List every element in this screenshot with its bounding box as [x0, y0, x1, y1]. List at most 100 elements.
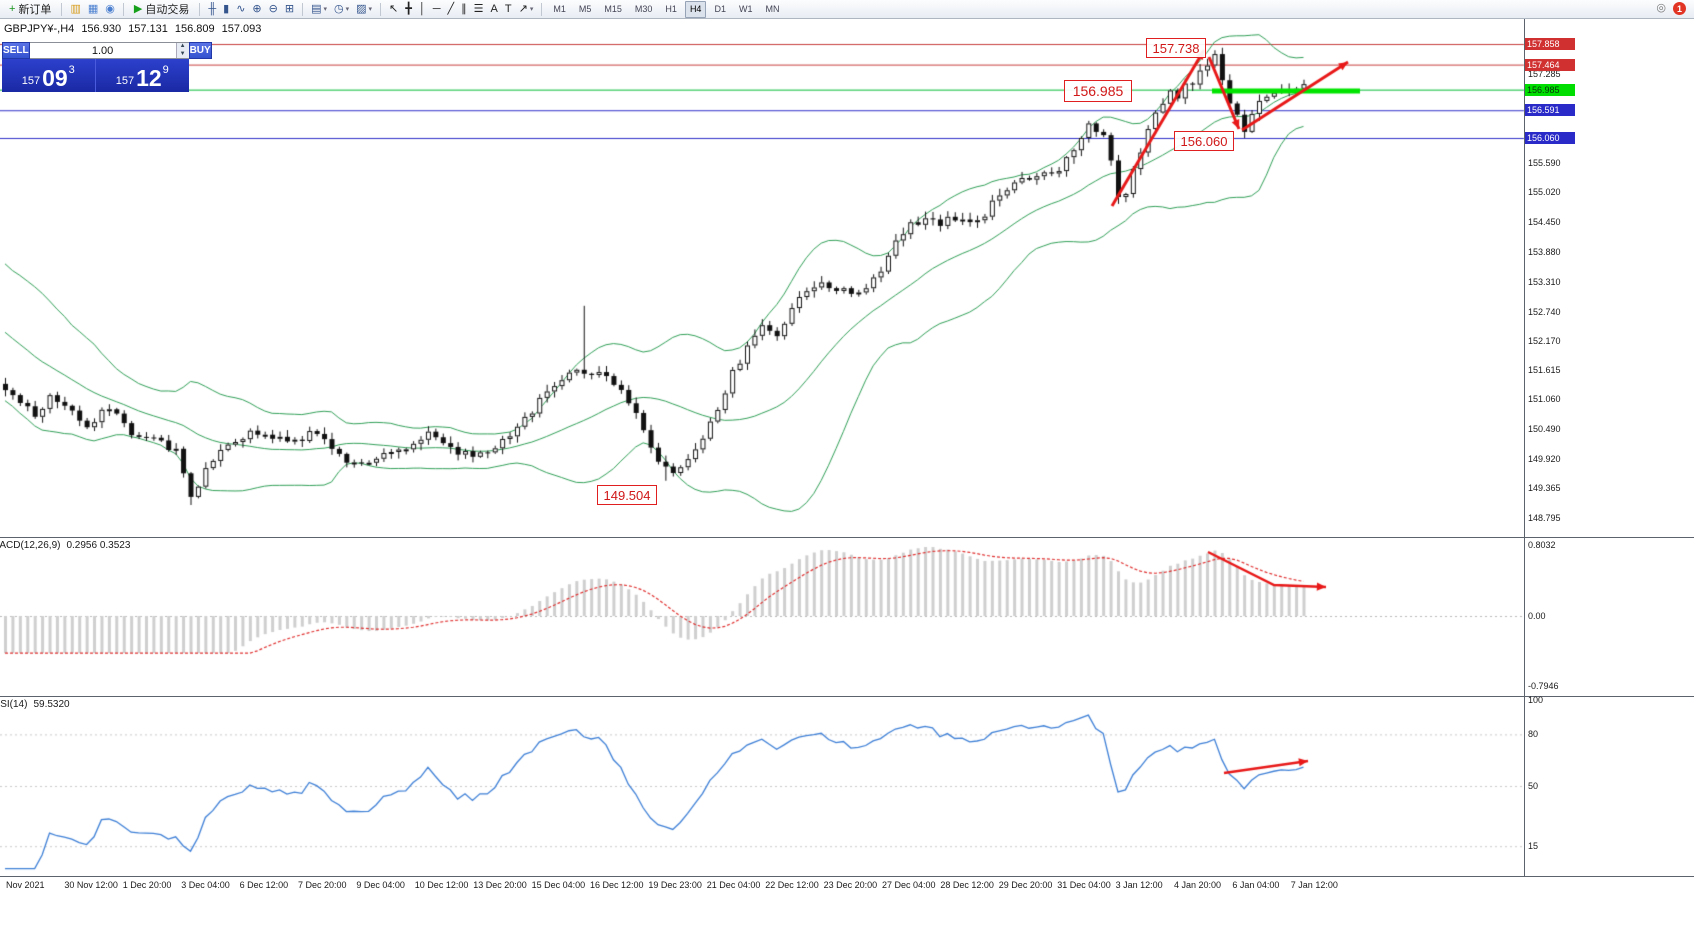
vertical-line-icon[interactable]: │	[416, 2, 429, 17]
template-icon[interactable]: ▨ ▾	[353, 2, 375, 17]
timeframe-m30-button[interactable]: M30	[634, 3, 653, 14]
new-order-button[interactable]: + 新订单	[4, 0, 56, 18]
buy-button[interactable]: BUY	[188, 42, 212, 59]
notification-badge[interactable]: 1	[1673, 2, 1686, 15]
price-tag: 156.985	[1525, 83, 1575, 96]
timeframe-m15-button[interactable]: M15	[604, 3, 622, 14]
zoom-out-icon[interactable]: ⊖	[266, 2, 281, 17]
trendline-icon-glyph: ╱	[447, 2, 455, 15]
main-macd-splitter[interactable]	[0, 537, 1694, 538]
trendline-icon[interactable]: ╱	[445, 2, 458, 17]
rsi-name: RSI(14)	[0, 699, 28, 710]
timeframe-d1-button[interactable]: D1	[714, 3, 726, 14]
market-icon[interactable]: ▥	[67, 2, 83, 17]
time-axis-label: 4 Jan 20:00	[1174, 880, 1222, 890]
arrows-tool-icon[interactable]: ↗ ▾	[516, 2, 537, 17]
time-axis-label: 27 Dec 04:00	[882, 880, 936, 890]
arrows-tool-icon-glyph: ↗	[518, 2, 528, 15]
toolbar-separator	[122, 2, 124, 16]
volume-up-icon[interactable]: ▲	[176, 43, 189, 51]
dropdown-arrow-icon[interactable]: ▾	[368, 6, 373, 13]
cursor-icon-glyph: ↖	[389, 2, 399, 15]
crosshair-icon[interactable]: ╋	[402, 2, 415, 17]
time-axis-label: 23 Dec 20:00	[823, 880, 878, 890]
timeframe-m1-button[interactable]: M1	[553, 3, 566, 14]
toolbar-separator	[302, 2, 304, 16]
dropdown-arrow-icon[interactable]: ▾	[529, 6, 534, 13]
macd-name: MACD(12,26,9)	[0, 540, 61, 551]
ohlc-low: 156.809	[174, 23, 215, 35]
community-icon-glyph: ◉	[105, 2, 115, 15]
fibonacci-icon[interactable]: ☰	[471, 2, 487, 17]
price-axis-tick: 154.450	[1528, 217, 1561, 228]
time-axis-label: 9 Dec 04:00	[356, 880, 405, 890]
period-icon[interactable]: ◷ ▾	[331, 2, 352, 17]
zoom-in-icon-glyph: ⊕	[252, 2, 262, 15]
search-icon[interactable]: ◎	[1656, 2, 1666, 14]
price-axis-tick: 149.365	[1528, 483, 1561, 493]
price-annotation[interactable]: 156.060	[1174, 131, 1234, 151]
community-icon[interactable]: ◉	[102, 2, 118, 17]
price-annotation[interactable]: 149.504	[597, 485, 657, 505]
text-icon[interactable]: A	[488, 2, 501, 17]
sell-button[interactable]: SELL	[2, 42, 30, 59]
time-axis-label: 22 Dec 12:00	[765, 880, 819, 890]
line-chart-icon[interactable]: ∿	[233, 2, 248, 17]
time-axis-label: 16 Dec 12:00	[590, 880, 644, 890]
sell-price[interactable]: 157 09 3	[2, 59, 96, 92]
rsi-axis-tick: 100	[1528, 695, 1544, 705]
buy-price-big: 12	[136, 65, 162, 91]
timeframe-mn-button[interactable]: MN	[765, 3, 780, 14]
text-label-icon[interactable]: T	[502, 2, 515, 17]
price-axis-line[interactable]	[1524, 19, 1525, 877]
price-annotation[interactable]: 156.985	[1064, 80, 1132, 102]
horizontal-line-icon[interactable]: ─	[430, 2, 444, 17]
toolbar-separator	[61, 2, 63, 16]
candlestick-chart-icon-glyph: ▮	[223, 2, 230, 15]
ohlc-close: 157.093	[221, 23, 262, 35]
toolbar-separator	[541, 2, 543, 16]
timeframe-m5-button[interactable]: M5	[578, 3, 592, 14]
dropdown-arrow-icon[interactable]: ▾	[323, 6, 327, 13]
buy-price-sup: 9	[162, 64, 169, 76]
new-order-glyph: +	[9, 2, 16, 15]
timeframe-h1-button[interactable]: H1	[665, 3, 677, 14]
new-order-button-label: 新订单	[18, 4, 52, 16]
time-axis-label: 13 Dec 20:00	[473, 880, 527, 890]
dropdown-arrow-icon[interactable]: ▾	[345, 6, 350, 13]
macd-label: MACD(12,26,9) 0.2956 0.3523	[0, 540, 130, 551]
channel-icon[interactable]: ∥	[458, 2, 470, 17]
channel-icon-glyph: ∥	[461, 2, 467, 15]
price-axis-tick: 152.740	[1528, 306, 1561, 317]
bar-chart-icon[interactable]: ╫	[205, 2, 219, 17]
zoom-in-icon[interactable]: ⊕	[249, 2, 264, 17]
time-axis-label: 3 Dec 04:00	[181, 880, 230, 890]
price-annotation[interactable]: 157.738	[1146, 38, 1206, 58]
autotrading-button[interactable]: ▶ 自动交易	[129, 0, 194, 18]
price-axis-tick: 151.060	[1528, 394, 1561, 405]
chart-window-icon[interactable]: ▦	[85, 2, 101, 17]
timeframe-h4-button[interactable]: H4	[684, 0, 707, 18]
price-axis-tick: 155.590	[1528, 157, 1561, 168]
new-chart-icon[interactable]: ▤ ▾	[308, 2, 330, 17]
candlestick-chart-icon[interactable]: ▮	[220, 2, 232, 17]
toolbar: ◎ 1 + 新订单 ▥ ▦ ◉ ▶ 自动交易 ╫ ▮ ∿ ⊕ ⊖ ⊞ ▤ ▾ ◷ ▾ ▨ ▾ ↖ ╋ │ ─ ╱ ∥ ☰ A T ↗ ▾ M1…	[0, 0, 1694, 19]
buy-price[interactable]: 157 12 9	[95, 59, 189, 92]
volume-down-icon[interactable]: ▼	[176, 50, 189, 58]
price-axis-tick: 149.920	[1528, 453, 1561, 464]
time-axis-label: 29 Dec 20:00	[998, 880, 1053, 890]
cursor-icon[interactable]: ↖	[386, 2, 401, 17]
symbol-ohlc-header: GBPJPY¥-,H4 156.930 157.131 156.809 157.093	[4, 23, 268, 35]
time-axis-label: 10 Dec 12:00	[414, 880, 469, 890]
macd-rsi-splitter[interactable]	[0, 696, 1694, 697]
macd-axis-tick: -0.7946	[1528, 681, 1559, 692]
volume-input[interactable]	[29, 43, 176, 58]
sell-price-prefix: 157	[21, 75, 41, 87]
tile-windows-icon[interactable]: ⊞	[282, 2, 297, 17]
macd-axis-tick: 0.00	[1528, 611, 1546, 621]
template-icon-glyph: ▨	[356, 2, 367, 15]
timeframe-w1-button[interactable]: W1	[738, 3, 753, 14]
rsi-label: RSI(14) 59.5320	[0, 699, 70, 710]
price-axis-tick: 153.310	[1528, 276, 1561, 287]
